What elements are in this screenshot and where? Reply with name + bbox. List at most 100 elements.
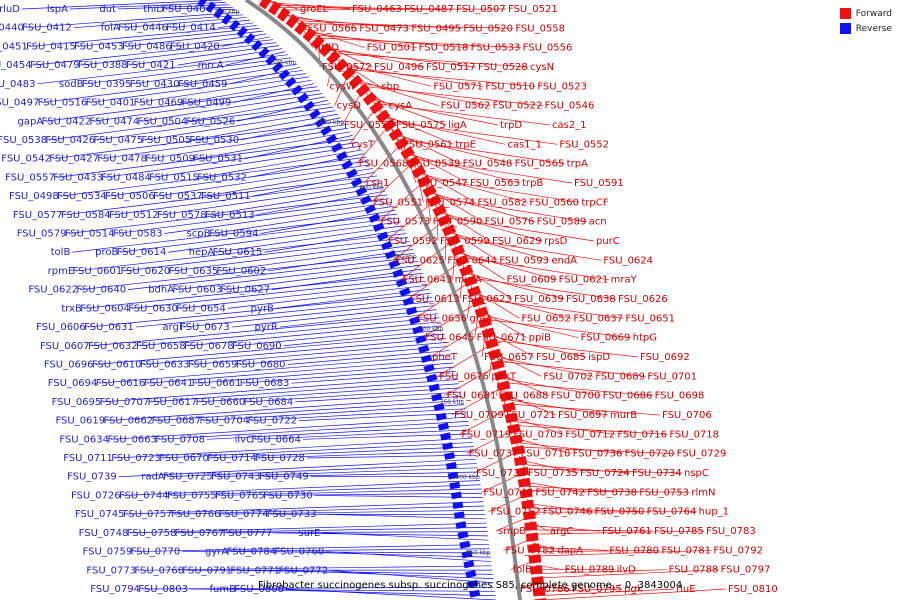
kbp-tick-label: 700 kbp (419, 325, 444, 332)
gene-label: FSU_0531 (193, 154, 243, 165)
gene-connector (410, 157, 573, 184)
gene-label: scpB (187, 229, 211, 240)
gene-connector (322, 532, 489, 541)
gene-connector (515, 438, 571, 455)
gene-label: cysT (351, 139, 375, 150)
gene-connector (438, 208, 491, 242)
gene-connector (170, 484, 481, 496)
gene-label: FSU_0576 (485, 217, 535, 228)
gene-label: mraY (611, 275, 638, 286)
gene-label: FSU_0579 (17, 229, 67, 240)
gene-label: FSU_0632 (88, 341, 138, 352)
gene-label: hup_1 (699, 507, 729, 518)
gene-label: FSU_0652 (521, 313, 571, 324)
gene-connector (135, 297, 433, 328)
gene-label: FSU_0609 (507, 275, 557, 286)
gene-label: FSU_0507 (456, 4, 506, 15)
gene-connector (231, 305, 436, 328)
gene-label: FSU_0712 (565, 429, 615, 440)
gene-connector (80, 252, 415, 290)
gene-connector (226, 531, 488, 534)
gene-label: FSU_0594 (209, 229, 259, 240)
gene-connector (458, 252, 557, 281)
gene-label: FSU_0640 (76, 285, 126, 296)
gene-connector (116, 198, 390, 234)
gene-label: htpG (633, 333, 657, 344)
gene-label: FSU_0738 (587, 487, 637, 498)
gene-label: FSU_0781 (661, 545, 711, 556)
gene-label: FSU_0469 (134, 98, 184, 109)
gene-connector (345, 68, 536, 87)
gene-label: FSU_0645 (425, 333, 475, 344)
gene-label: purC (596, 236, 620, 247)
gene-connector (99, 354, 451, 384)
gene-connector (264, 229, 405, 253)
gene-label: FSU_0695 (52, 397, 102, 408)
gene-connector (56, 138, 356, 178)
forward-swatch (839, 8, 851, 19)
gene-label: FSU_0415 (26, 41, 76, 52)
gene-connector (141, 586, 495, 590)
gene-label: FSU_0660 (196, 397, 246, 408)
gene-label: FSU_0730 (263, 490, 313, 501)
gene-label: FSU_0716 (617, 429, 667, 440)
gene-label: FSU_0795 (572, 584, 622, 595)
gene-connector (527, 503, 593, 513)
gene-connector (299, 412, 467, 421)
gene-label: FSU_0764 (647, 507, 697, 518)
gene-label: rluE (676, 584, 696, 595)
gene-connector (120, 217, 399, 253)
gene-connector (276, 7, 455, 10)
gene-label: lspA (47, 4, 68, 15)
gene-label: FSU_0440 (0, 23, 24, 34)
gene-connector (73, 14, 244, 29)
gene-label: FSU_0760 (275, 547, 325, 558)
gene-connector (33, 39, 273, 66)
gene-label: trpCF (581, 197, 608, 208)
gene-connector (368, 95, 447, 126)
gene-connector (68, 194, 388, 234)
gene-label: FSU_0734 (632, 468, 682, 479)
gene-label: FSU_0516 (38, 98, 88, 109)
gene-connector (162, 442, 473, 459)
gene-label: FSU_0721 (506, 410, 556, 421)
gene-label: FSU_0620 (120, 266, 170, 277)
gene-connector (156, 164, 371, 197)
gene-label: smpB (498, 526, 526, 537)
gene-label: FSU_0718 (669, 429, 719, 440)
gene-label: FSU_0791 (182, 565, 232, 576)
gene-label: FSU_0698 (655, 391, 705, 402)
gene-label: FSU_0702 (543, 371, 593, 382)
gene-label: FSU_0607 (40, 341, 90, 352)
gene-label: gapA (18, 116, 44, 127)
gene-label: argC (550, 526, 573, 537)
gene-connector (531, 530, 705, 535)
gene-label: FSU_0752 (491, 507, 541, 518)
gene-label: FSU_0633 (140, 359, 190, 370)
gene-label: FSU_0697 (558, 410, 608, 421)
gene-label: fumB (210, 584, 237, 595)
gene-label: folA (101, 23, 120, 34)
gene-label: FSU_0634 (59, 434, 109, 445)
gene-label: FSU_0388 (78, 60, 128, 71)
gene-connector (230, 551, 491, 554)
gene-connector (234, 569, 493, 575)
gene-label: FSU_0474 (90, 116, 140, 127)
gene-connector (285, 588, 497, 600)
gene-label: dut (99, 4, 116, 15)
gene-connector (122, 480, 480, 496)
gene-label: FSU_0624 (603, 255, 653, 266)
gene-label: FSU_0725 (163, 472, 213, 483)
gene-label: FSU_0590 (433, 217, 483, 228)
gene-connector (489, 335, 587, 358)
gene-label: FSU_0777 (223, 528, 273, 539)
gene-connector (237, 588, 496, 597)
gene-label: FSU_0530 (189, 135, 239, 146)
gene-connector (357, 82, 491, 107)
gene-label: FSU_0673 (180, 322, 230, 333)
gene-connector (138, 565, 492, 571)
gene-connector (91, 313, 438, 347)
gene-label: FSU_0552 (559, 139, 609, 150)
gene-label: FSU_0526 (186, 116, 236, 127)
